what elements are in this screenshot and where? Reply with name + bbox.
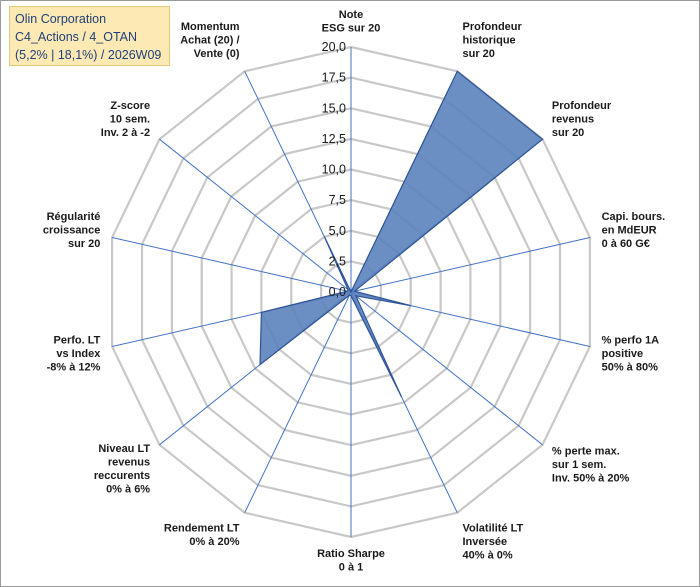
axis-label: Ratio Sharpe 0 à 1 (317, 548, 385, 574)
axis-spoke (244, 291, 352, 513)
title-box: Olin Corporation C4_Actions / 4_OTAN (5,… (9, 6, 170, 66)
axis-label: % perte max. sur 1 sem. Inv. 50% à 20% (552, 446, 630, 485)
tick-label: 0,0 (329, 285, 346, 299)
axis-label: Perfo. LT vs Index -8% à 12% (47, 334, 102, 373)
tick-label: 7,5 (329, 193, 346, 207)
tick-label: 15,0 (322, 101, 346, 115)
axis-label: Niveau LT revenus reccurents 0% à 6% (94, 443, 151, 496)
tick-label: 17,5 (322, 71, 346, 85)
axis-spoke (159, 138, 352, 293)
tick-label: 12,5 (322, 132, 346, 146)
axis-spoke (350, 291, 543, 446)
axis-label: Rendement LT 0% à 20% (164, 523, 240, 549)
axis-labels: Note ESG sur 20 Profondeur historique sur 20… (43, 9, 665, 574)
tick-labels: 0,0 2,5 5,0 7,5 10,0 12,5 15,0 17,5 20,0 (322, 40, 346, 299)
axis-label: Z-score 10 sem. Inv. 2 à -2 (101, 100, 150, 139)
series-area (259, 70, 544, 398)
tick-label: 5,0 (329, 224, 346, 238)
series (259, 70, 544, 398)
axis-label: Momentum Achat (20) / Vente (0) (180, 21, 240, 60)
tick-label: 10,0 (322, 163, 346, 177)
axis-spoke (111, 237, 352, 293)
axis-spoke (350, 237, 591, 293)
axis-label: Régularité croissance sur 20 (43, 211, 100, 250)
axis-label: Profondeur historique sur 20 (463, 21, 523, 60)
axis-label: % perfo 1A positive 50% à 80% (602, 334, 660, 373)
axis-label: Volatilité LT Inversée 40% à 0% (463, 523, 524, 562)
tick-label: 20,0 (322, 40, 346, 54)
axis-label: Profondeur revenus sur 20 (552, 100, 612, 139)
performance-summary: (5,2% | 18,1%) / 2026W09 (15, 48, 162, 62)
axis-label: Note ESG sur 20 (322, 9, 381, 35)
portfolio-path: C4_Actions / 4_OTAN (15, 30, 138, 44)
company-name: Olin Corporation (15, 12, 107, 26)
axis-label: Capi. bours. en MdEUR 0 à 60 G€ (602, 211, 666, 250)
tick-label: 2,5 (329, 254, 346, 268)
